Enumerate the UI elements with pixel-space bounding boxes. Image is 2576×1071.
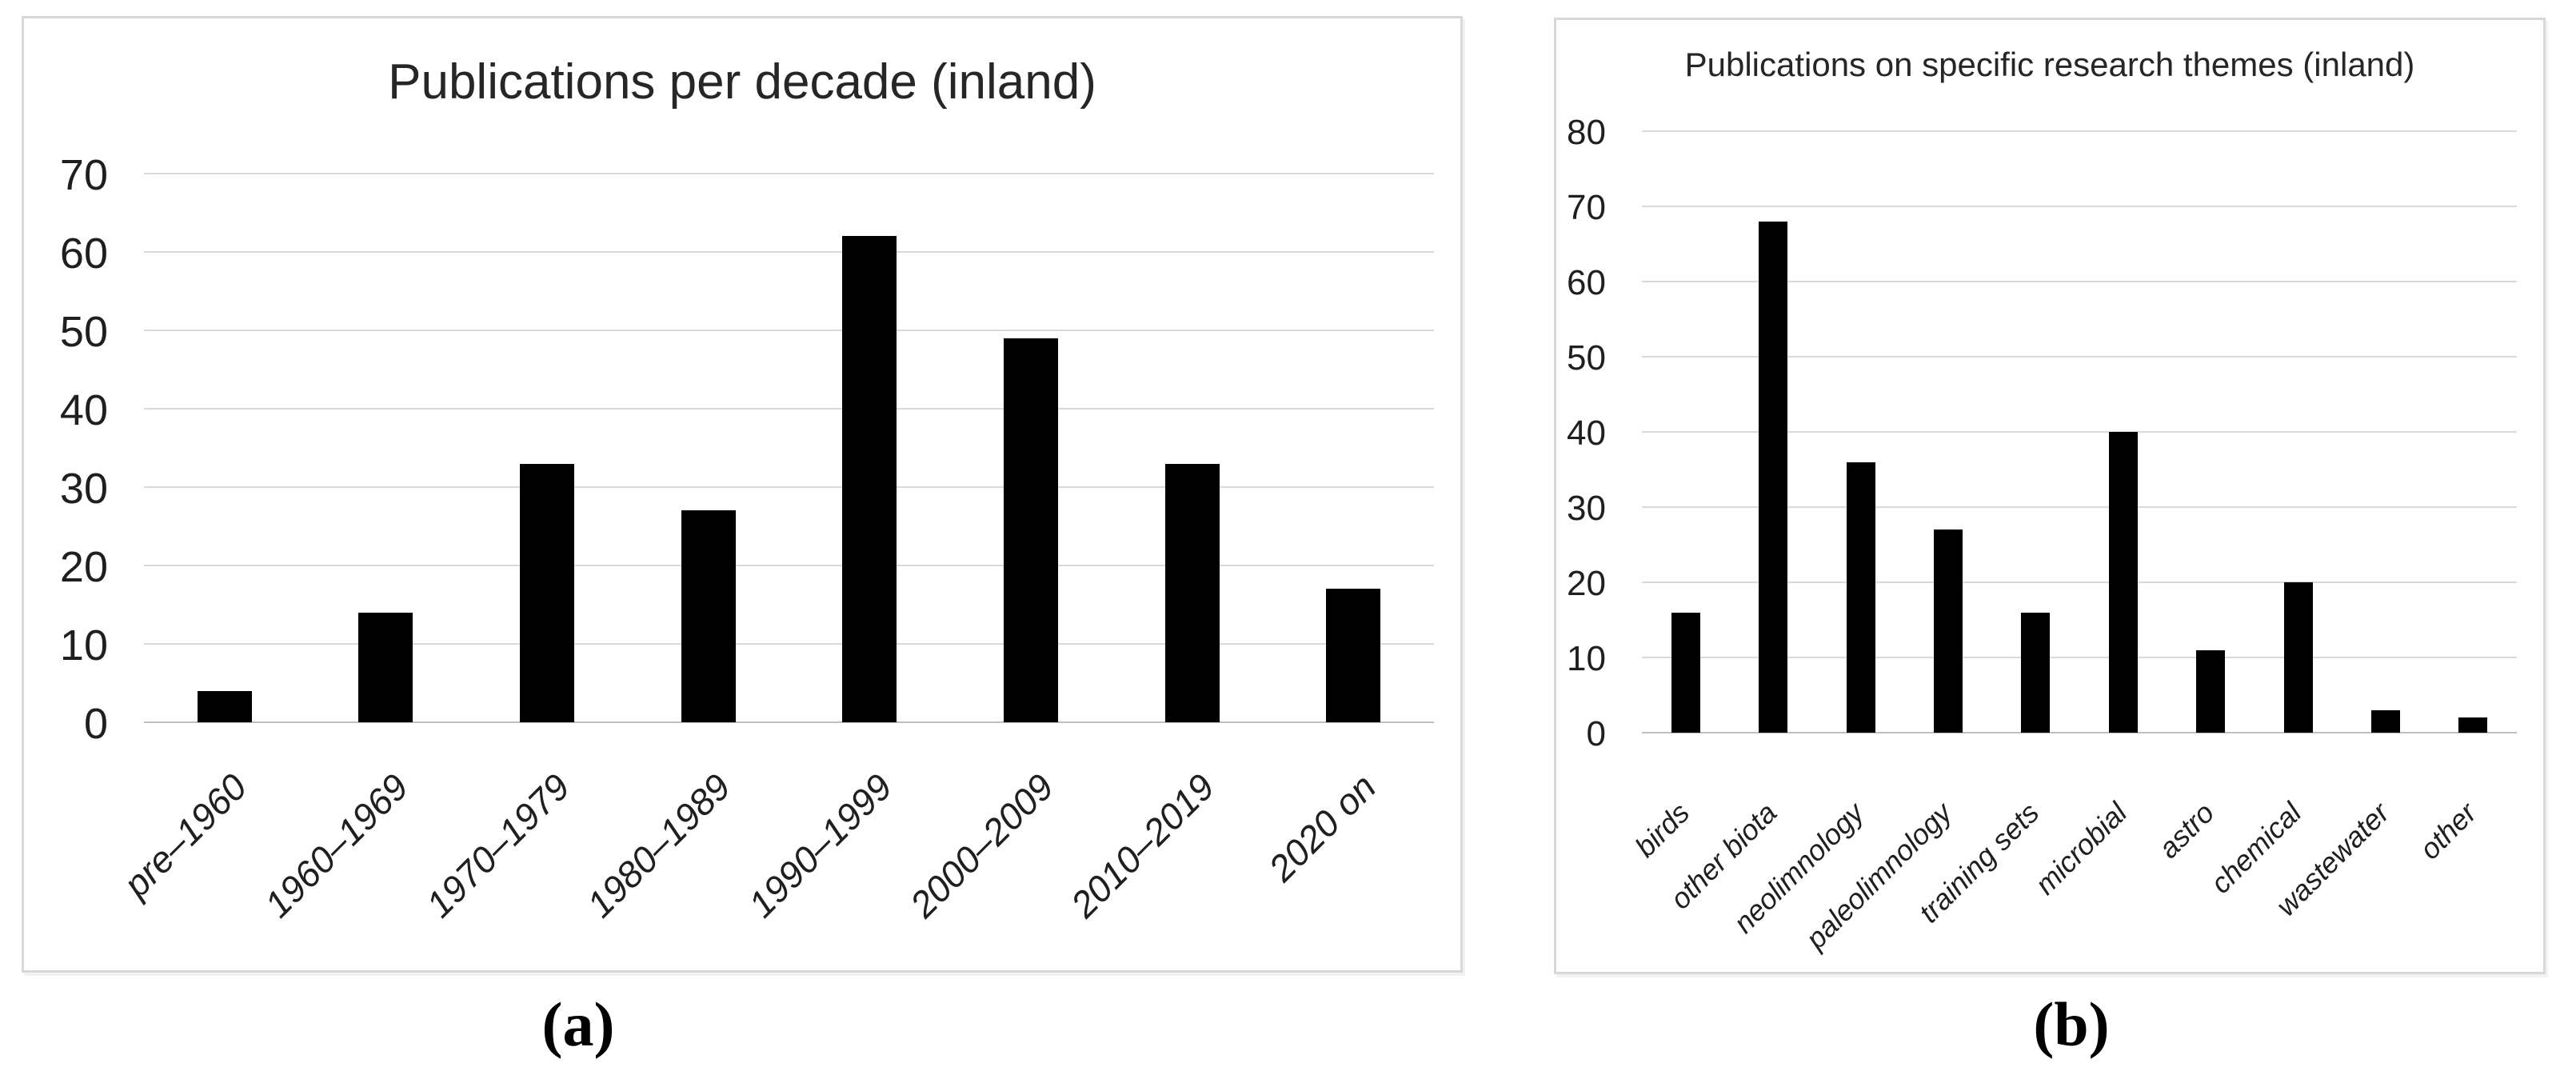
x-tick-label-other: other — [2413, 796, 2483, 866]
y-tick-label: 30 — [1567, 489, 1606, 528]
y-tick-label: 40 — [59, 386, 108, 434]
y-gridline — [1642, 281, 2517, 282]
y-gridline — [1642, 581, 2517, 583]
y-gridline — [1642, 431, 2517, 433]
y-gridline — [144, 486, 1434, 488]
chart-a-title: Publications per decade (inland) — [388, 54, 1096, 110]
y-tick-label: 60 — [1567, 263, 1606, 302]
bar-2010-2019 — [1164, 463, 1220, 722]
y-gridline — [144, 173, 1434, 174]
x-tick-label-2010-2019: 2010–2019 — [1063, 765, 1223, 925]
y-gridline — [144, 251, 1434, 253]
chart-panel-a: Publications per decade (inland) 0 10 20 30… — [22, 16, 1463, 973]
y-tick-label: 0 — [1586, 714, 1606, 753]
bar-microbial — [2108, 432, 2138, 733]
y-tick-label: 10 — [1567, 639, 1606, 678]
y-tick-label: 20 — [1567, 564, 1606, 603]
x-tick-label-2000-2009: 2000–2009 — [901, 765, 1061, 925]
x-tick-label-microbial: microbial — [2028, 796, 2133, 901]
chart-panel-b: Publications on specific research themes… — [1554, 18, 2546, 974]
bar-wastewater — [2370, 709, 2400, 733]
y-tick-label: 60 — [59, 230, 108, 278]
y-tick-label: 70 — [59, 151, 108, 199]
y-tick-label: 30 — [59, 465, 108, 513]
x-axis-line — [1642, 732, 2517, 733]
x-tick-label-birds: birds — [1627, 796, 1695, 864]
x-tick-label-astro: astro — [2151, 796, 2221, 865]
y-gridline — [1642, 206, 2517, 207]
caption-a: (a) — [541, 989, 615, 1059]
y-tick-label: 50 — [59, 308, 108, 356]
bar-2020-on — [1326, 589, 1381, 722]
bar-pre-1960 — [197, 690, 252, 722]
caption-b: (b) — [2033, 989, 2110, 1059]
bar-1970-1979 — [520, 463, 575, 722]
y-gridline — [1642, 356, 2517, 358]
y-gridline — [144, 565, 1434, 566]
x-tick-label-1990-1999: 1990–1999 — [740, 765, 901, 925]
y-tick-label: 40 — [1567, 414, 1606, 453]
x-axis-line — [144, 721, 1434, 723]
y-gridline — [144, 330, 1434, 331]
bar-paleolimnology — [1933, 530, 1963, 733]
x-tick-label-2020-on: 2020 on — [1260, 765, 1384, 889]
y-tick-label: 70 — [1567, 188, 1606, 227]
bar-other — [2458, 717, 2488, 733]
bar-neolimnology — [1846, 462, 1875, 733]
bar-chemical — [2283, 582, 2313, 733]
chart-a-plot-area: 0 10 20 30 40 50 60 70 pre–1960 1960–1969 1970–197… — [24, 18, 1460, 970]
x-tick-label-1980-1989: 1980–1989 — [579, 765, 739, 925]
chart-b-title: Publications on specific research themes… — [1684, 46, 2415, 83]
y-tick-label: 80 — [1567, 113, 1606, 152]
x-tick-label-1970-1979: 1970–1979 — [417, 765, 578, 925]
bar-birds — [1671, 612, 1700, 733]
bar-training-sets — [2021, 612, 2051, 733]
bar-2000-2009 — [1003, 338, 1058, 722]
y-tick-label: 0 — [83, 700, 108, 748]
y-gridline — [1642, 130, 2517, 132]
y-tick-label: 20 — [59, 543, 108, 591]
x-tick-label-1960-1969: 1960–1969 — [256, 765, 417, 925]
bar-1990-1999 — [842, 236, 897, 722]
x-tick-label-pre-1960: pre–1960 — [115, 765, 255, 905]
bar-other-biota — [1759, 221, 1788, 733]
y-gridline — [144, 408, 1434, 410]
y-gridline — [144, 643, 1434, 645]
y-gridline — [1642, 506, 2517, 508]
bar-1980-1989 — [681, 510, 736, 722]
bar-astro — [2196, 649, 2226, 733]
y-tick-label: 10 — [59, 621, 108, 669]
y-gridline — [1642, 657, 2517, 658]
chart-b-plot-area: 0 10 20 30 40 50 60 70 80 birds other biota neolimn… — [1556, 20, 2543, 972]
bar-1960-1969 — [358, 612, 413, 722]
y-tick-label: 50 — [1567, 338, 1606, 378]
